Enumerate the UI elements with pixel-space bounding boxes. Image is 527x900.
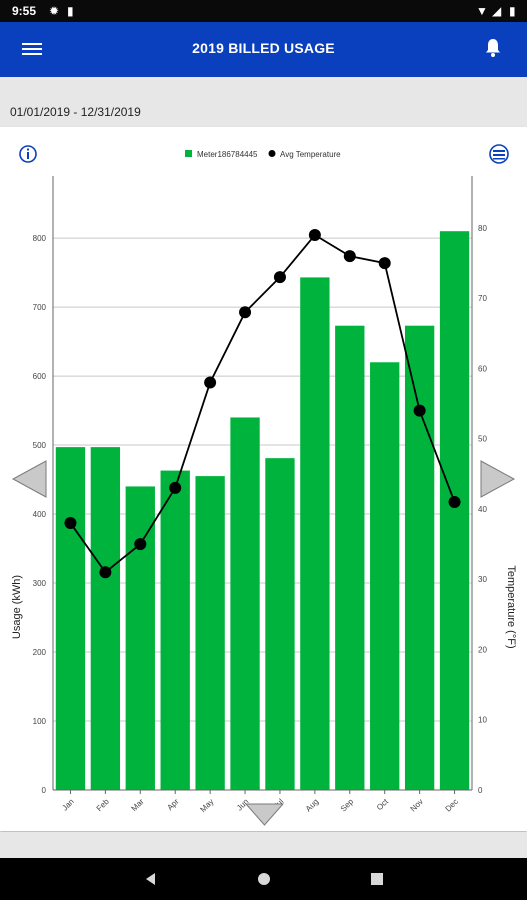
temperature-point xyxy=(134,538,147,551)
down-arrow-icon[interactable] xyxy=(244,803,285,826)
bar xyxy=(300,277,330,791)
y-tick-label: 600 xyxy=(33,372,47,381)
y-tick-label: 400 xyxy=(33,510,47,519)
x-tick-label: Jan xyxy=(60,797,75,812)
below-card-area xyxy=(0,832,527,858)
bar xyxy=(230,417,260,790)
status-bar: 9:55 ✹ ▮ ▼ ◢ ▮ xyxy=(0,0,527,22)
temperature-point xyxy=(378,257,391,270)
wifi-icon: ▼ xyxy=(476,4,488,18)
temperature-point xyxy=(204,376,217,389)
signal-icon: ◢ xyxy=(492,4,502,18)
settings-gear-icon: ✹ xyxy=(49,4,60,18)
temperature-point xyxy=(308,229,321,242)
back-icon[interactable] xyxy=(143,871,159,887)
x-tick-label: Mar xyxy=(130,797,146,813)
usage-chart: 0 100 200 300 400 500 600 700 800 0 10 20 30 40 50 60 70… xyxy=(11,144,517,826)
chart-toggle-icon[interactable] xyxy=(489,144,509,164)
x-tick-label: Sep xyxy=(339,797,356,814)
x-tick-label: Apr xyxy=(165,797,180,812)
bell-icon[interactable] xyxy=(485,38,501,58)
y-tick-label: 100 xyxy=(33,717,47,726)
chart-line xyxy=(64,229,461,579)
y2-tick-label: 30 xyxy=(478,575,487,584)
x-tick-label: May xyxy=(198,797,215,814)
x-tick-label: Oct xyxy=(375,797,391,813)
y2-tick-label: 60 xyxy=(478,364,487,373)
y-tick-label: 800 xyxy=(33,234,47,243)
y2-tick-label: 10 xyxy=(478,716,487,725)
page-title: 2019 BILLED USAGE xyxy=(192,40,335,56)
menu-icon[interactable] xyxy=(22,40,42,58)
x-tick-label: Dec xyxy=(444,797,460,813)
status-time: 9:55 xyxy=(12,4,37,18)
temperature-point xyxy=(64,517,77,530)
temperature-point xyxy=(169,481,182,494)
temperature-point xyxy=(273,271,286,284)
bar xyxy=(195,476,225,790)
y2-tick-label: 50 xyxy=(478,435,487,444)
y2-tick-label: 70 xyxy=(478,294,487,303)
right-arrow-icon[interactable] xyxy=(480,460,516,498)
legend-swatch-bar xyxy=(185,150,192,157)
y2-axis-label: Temperature (°F) xyxy=(505,565,517,648)
chart-card: 0 100 200 300 400 500 600 700 800 0 10 20 30 40 50 60 70… xyxy=(0,127,527,831)
bar xyxy=(439,231,470,790)
bar xyxy=(160,470,190,790)
y-axis-label: Usage (kWh) xyxy=(11,575,23,639)
y-tick-label: 500 xyxy=(33,441,47,450)
bar xyxy=(370,362,400,790)
bar xyxy=(55,447,86,790)
date-range[interactable]: 01/01/2019 - 12/31/2019 xyxy=(10,105,141,119)
y-tick-label: 0 xyxy=(42,786,47,795)
date-bar: 01/01/2019 - 12/31/2019 xyxy=(0,77,527,126)
x-tick-label: Aug xyxy=(304,797,320,813)
bar xyxy=(265,458,295,790)
chart-axes: 0 100 200 300 400 500 600 700 800 0 10 20 30 40 50 60 70… xyxy=(33,176,487,814)
y-tick-label: 300 xyxy=(33,579,47,588)
temperature-point xyxy=(99,566,112,579)
y2-tick-label: 20 xyxy=(478,645,487,654)
system-nav-bar xyxy=(0,858,527,900)
x-tick-label: Nov xyxy=(409,797,425,813)
sim-card-icon: ▮ xyxy=(67,4,74,18)
legend-line-label: Avg Temperature xyxy=(280,150,341,159)
bar xyxy=(335,325,365,790)
info-icon[interactable] xyxy=(19,145,37,163)
bar xyxy=(90,447,121,790)
app-bar: 2019 BILLED USAGE xyxy=(0,22,527,77)
y2-tick-label: 80 xyxy=(478,224,487,233)
temperature-line xyxy=(69,233,456,574)
y-tick-label: 200 xyxy=(33,648,47,657)
home-icon[interactable] xyxy=(256,871,272,887)
y2-tick-label: 0 xyxy=(478,786,483,795)
temperature-point xyxy=(343,250,356,263)
left-arrow-icon[interactable] xyxy=(11,460,47,498)
legend-bar-label: Meter186784445 xyxy=(197,150,258,159)
chart-bars xyxy=(55,231,470,791)
chart-legend: Meter186784445 Avg Temperature xyxy=(185,150,341,159)
temperature-point xyxy=(448,495,461,508)
temperature-point xyxy=(413,404,426,417)
legend-swatch-line xyxy=(268,150,276,157)
y2-tick-label: 40 xyxy=(478,505,487,514)
y-tick-label: 700 xyxy=(33,303,47,312)
recents-icon[interactable] xyxy=(369,871,385,887)
x-tick-label: Feb xyxy=(95,797,112,814)
bar xyxy=(125,486,155,790)
bar xyxy=(404,325,435,790)
temperature-point xyxy=(239,306,252,319)
battery-icon: ▮ xyxy=(509,4,516,18)
